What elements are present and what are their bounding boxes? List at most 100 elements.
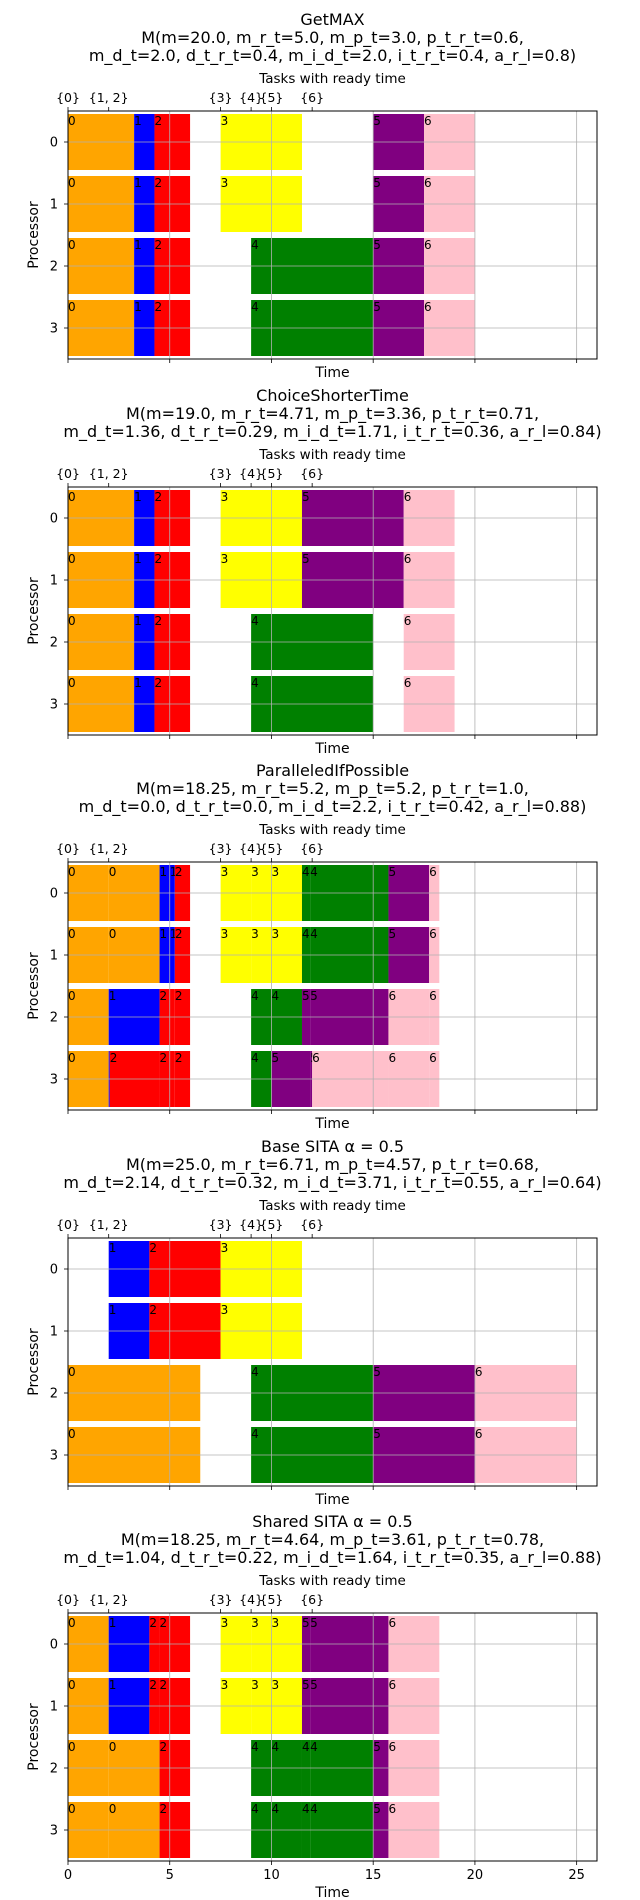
bar-label: 6 xyxy=(388,1616,396,1630)
bars-group: 0011233344560011233344560122445566012224… xyxy=(68,865,440,1107)
bar-label: 2 xyxy=(160,1051,168,1065)
plot-frame xyxy=(67,1237,598,1487)
bar-label: 2 xyxy=(154,300,162,314)
top-tick-label: {4} xyxy=(239,841,263,856)
bar-label: 4 xyxy=(310,865,318,879)
bar-label: 0 xyxy=(68,927,76,941)
bar-label: 4 xyxy=(251,1365,259,1379)
x-axis-label: Time xyxy=(314,1885,349,1900)
bar-label: 4 xyxy=(251,1740,259,1754)
bar-label: 1 xyxy=(134,176,142,190)
bar-label: 3 xyxy=(221,114,229,128)
bar-label: 2 xyxy=(160,1802,168,1816)
bar-label: 1 xyxy=(160,865,168,879)
bar-label: 1 xyxy=(109,989,117,1003)
y-tick-label: 2 xyxy=(50,260,58,275)
bar-label: 3 xyxy=(271,1616,279,1630)
bar-label: 4 xyxy=(271,1802,279,1816)
bars-group: 0 1 2 3 5 60 1 2 3 5 60 1 2 4 60 1 2 4 6 xyxy=(68,490,455,732)
top-tick-label: {0} xyxy=(56,1592,80,1607)
y-tick-label: 1 xyxy=(50,1700,58,1715)
bar-label: 0 xyxy=(109,1802,117,1816)
bar-label: 3 xyxy=(221,176,229,190)
bar-label: 1 xyxy=(109,1678,117,1692)
bar-label: 2 xyxy=(149,1303,157,1317)
top-axis-label: Tasks with ready time xyxy=(258,447,406,463)
bar-label: 2 xyxy=(110,1051,118,1065)
bar-label: 4 xyxy=(310,927,318,941)
bar-label: 6 xyxy=(429,989,437,1003)
top-axis-label: Tasks with ready time xyxy=(258,1198,406,1214)
y-tick-label: 0 xyxy=(50,512,58,527)
bar-label: 4 xyxy=(310,1802,318,1816)
bar-label: 0 xyxy=(68,114,76,128)
y-tick-label: 2 xyxy=(50,1762,58,1777)
bar-label: 2 xyxy=(154,676,162,690)
bar-label: 1 xyxy=(134,614,142,628)
bar-label: 1 xyxy=(134,238,142,252)
y-tick-label: 0 xyxy=(50,887,58,902)
bar-label: 0 xyxy=(68,490,76,504)
bar-label: 4 xyxy=(251,1427,259,1441)
bar-label: 4 xyxy=(302,1802,310,1816)
top-tick-label: {0} xyxy=(56,1217,80,1232)
top-tick-label: {4} xyxy=(239,466,263,481)
metrics-line-1: M(m=19.0, m_r_t=4.71, m_p_t=3.36, p_t_r_… xyxy=(126,404,539,424)
bar-label: 2 xyxy=(160,1678,168,1692)
bar-label: 4 xyxy=(302,1740,310,1754)
metrics-line-1: M(m=25.0, m_r_t=6.71, m_p_t=4.57, p_t_r_… xyxy=(126,1155,539,1175)
bar-label: 2 xyxy=(154,176,162,190)
bar-label: 2 xyxy=(149,1616,157,1630)
top-axis-label: Tasks with ready time xyxy=(258,822,406,838)
bar-label: 4 xyxy=(251,614,259,628)
bar-label: 4 xyxy=(251,238,259,252)
bar-label: 0 xyxy=(109,927,117,941)
x-tick-label: 20 xyxy=(467,1868,484,1883)
bar-label: 4 xyxy=(271,989,279,1003)
metrics-line-2: m_d_t=2.0, d_t_r_t=0.4, m_i_d_t=2.0, i_t… xyxy=(89,46,576,66)
bar-label: 5 xyxy=(271,1051,279,1065)
bar-label: 5 xyxy=(373,114,381,128)
y-tick-label: 1 xyxy=(50,574,58,589)
bar-label: 2 xyxy=(154,114,162,128)
bar-label: 5 xyxy=(373,1740,381,1754)
bar-label: 6 xyxy=(424,238,432,252)
bar-label: 3 xyxy=(221,1303,229,1317)
bar-label: 3 xyxy=(221,552,229,566)
plot-frame xyxy=(67,486,598,736)
x-tick-label: 25 xyxy=(568,1868,585,1883)
bar-label: 4 xyxy=(251,676,259,690)
top-tick-label: {5} xyxy=(260,1592,284,1607)
bar-label: 3 xyxy=(221,490,229,504)
bar-label: 0 xyxy=(68,1740,76,1754)
bar-label: 1 xyxy=(170,927,178,941)
bar-label: 1 xyxy=(170,865,178,879)
y-tick-label: 0 xyxy=(50,136,58,151)
bar-label: 2 xyxy=(154,614,162,628)
bar-label: 6 xyxy=(404,614,412,628)
top-axis-label: Tasks with ready time xyxy=(258,1573,406,1589)
bar-label: 6 xyxy=(475,1365,483,1379)
bar-label: 3 xyxy=(251,927,259,941)
top-tick-label: {5} xyxy=(260,1217,284,1232)
bar-label: 0 xyxy=(68,176,76,190)
bars-group: 1 2 3 1 2 3 0 4 5 6 0 4 5 6 xyxy=(68,1241,577,1483)
bar-label: 6 xyxy=(475,1427,483,1441)
bar-label: 2 xyxy=(154,552,162,566)
bar-label: 6 xyxy=(429,865,437,879)
y-tick-label: 1 xyxy=(50,198,58,213)
bar-label: 5 xyxy=(373,176,381,190)
y-tick-label: 1 xyxy=(50,1325,58,1340)
bar-label: 3 xyxy=(251,1678,259,1692)
y-axis-label: Processor xyxy=(26,952,42,1020)
bars-group: 0 1 2 2 3 3 3 5 5 60 1 2 2 3 3 3 5 5 60 0 2 4 4 4 4 5 60 0 2 4 4 4 4 5 6 xyxy=(68,1616,440,1858)
panel-title: Shared SITA α = 0.5 xyxy=(252,1512,412,1531)
panel-title: GetMAX xyxy=(300,10,364,29)
bar-label: 0 xyxy=(68,238,76,252)
bar-label: 6 xyxy=(388,1740,396,1754)
bar-label: 5 xyxy=(373,1365,381,1379)
bar-label: 5 xyxy=(388,927,396,941)
bar-label: 3 xyxy=(271,1678,279,1692)
